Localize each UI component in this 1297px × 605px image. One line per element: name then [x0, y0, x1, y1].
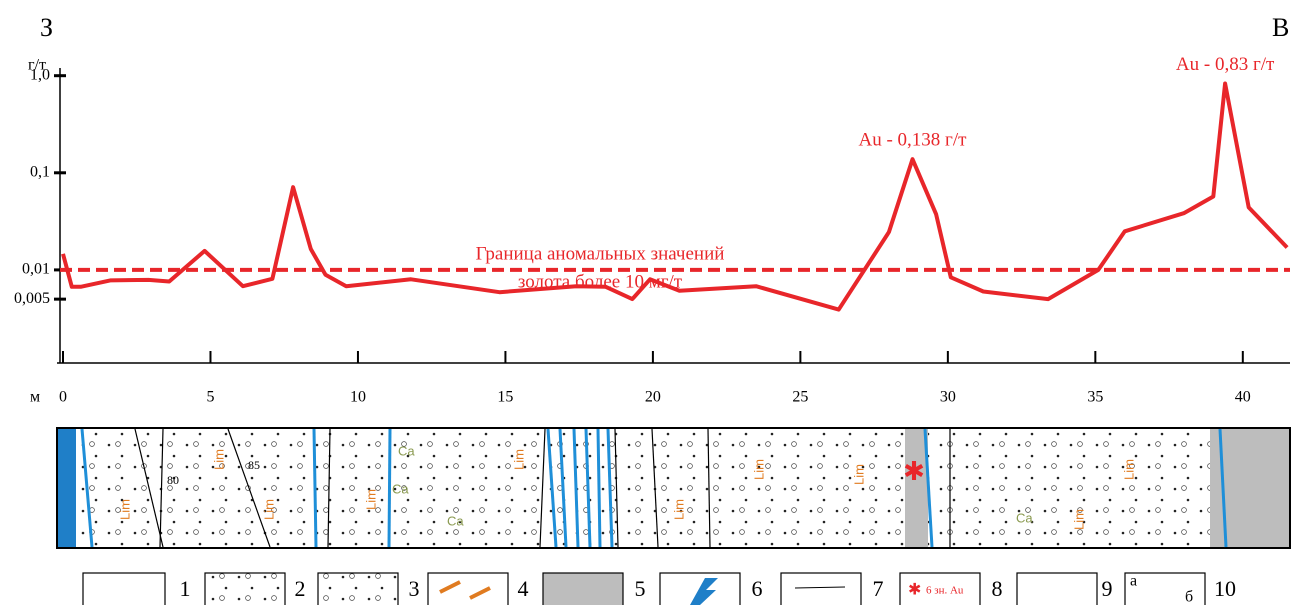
- legend-sub-b: б: [1185, 589, 1193, 605]
- x-tick-label: 0: [59, 389, 67, 406]
- ca-mark: Ca: [392, 481, 409, 496]
- legend-gold-text: 6 зн. Au: [926, 585, 964, 597]
- plot: 1,0 0,1 0,01 0,005 0 5 10 15 20 25 30 35 40 Граница а…: [14, 54, 1290, 406]
- x-tick-label: 30: [940, 389, 956, 406]
- legend-number: 4: [518, 576, 529, 601]
- lim-mark: Lim: [751, 459, 766, 480]
- lim-mark: Lim: [363, 489, 378, 510]
- peak-annotation: Au - 0,83 г/т: [1176, 54, 1275, 75]
- gold-sign: ✱: [903, 457, 925, 486]
- boundaries: [134, 428, 951, 548]
- dip: 80: [167, 473, 179, 487]
- lim-mark: Lim: [851, 464, 866, 485]
- lim-mark: Lim: [1121, 459, 1136, 480]
- legend: ✱ 6 зн. Au а б 1 2 3 4 5 6 7 8 9 10: [82, 572, 1236, 605]
- y-tick-label: 0,01: [22, 261, 50, 278]
- west-label: З: [40, 13, 53, 42]
- legend-number: 6: [752, 576, 763, 601]
- lim-mark: Lim: [117, 499, 132, 520]
- y-tick-label: 1,0: [30, 66, 50, 83]
- x-tick-label: 25: [792, 389, 808, 406]
- east-label: В: [1272, 13, 1289, 42]
- peak-annotation: Au - 0,138 г/т: [858, 130, 967, 151]
- legend-number: 7: [873, 576, 884, 601]
- legend-number: 1: [180, 576, 191, 601]
- section-frame: [56, 427, 1291, 549]
- legend-gold-star: ✱: [908, 582, 921, 599]
- legend-number: 2: [295, 576, 306, 601]
- legend-number: 3: [409, 576, 420, 601]
- x-tick-label: 35: [1087, 389, 1103, 406]
- x-tick-label: 10: [350, 389, 366, 406]
- lim-mark: Lim: [1071, 509, 1086, 530]
- x-tick-label: 40: [1235, 389, 1251, 406]
- legend-number: 8: [992, 576, 1003, 601]
- x-unit: м: [30, 389, 40, 406]
- lim-mark: Lim: [671, 499, 686, 520]
- ca-mark: Ca: [1016, 510, 1033, 525]
- veinlets: [80, 428, 1228, 548]
- geologic-section: Lim Lim Lim Lim Lim Lim Lim Lim Lim Lim …: [56, 427, 1291, 549]
- lim-mark: Lim: [211, 449, 226, 470]
- legend-number: 9: [1102, 576, 1113, 601]
- x-tick-label: 15: [497, 389, 513, 406]
- lim-mark: Lim: [261, 499, 276, 520]
- y-unit: г/т: [28, 57, 46, 74]
- y-tick-label: 0,005: [14, 290, 50, 307]
- legend-number: 5: [635, 576, 646, 601]
- altered-zone: [905, 429, 928, 547]
- dip: 85: [248, 458, 260, 472]
- y-tick-label: 0,1: [30, 163, 50, 180]
- threshold-label: Граница аномальных значений: [476, 243, 725, 264]
- legend-number: 10: [1214, 576, 1236, 601]
- ca-mark: Ca: [398, 443, 415, 458]
- lim-mark: Lim: [511, 449, 526, 470]
- ca-mark: Ca: [447, 513, 464, 528]
- x-tick-label: 5: [206, 389, 214, 406]
- vein: [58, 429, 76, 547]
- x-tick-label: 20: [645, 389, 661, 406]
- gold-line: [61, 81, 1289, 312]
- legend-sub-a: а: [1130, 573, 1137, 590]
